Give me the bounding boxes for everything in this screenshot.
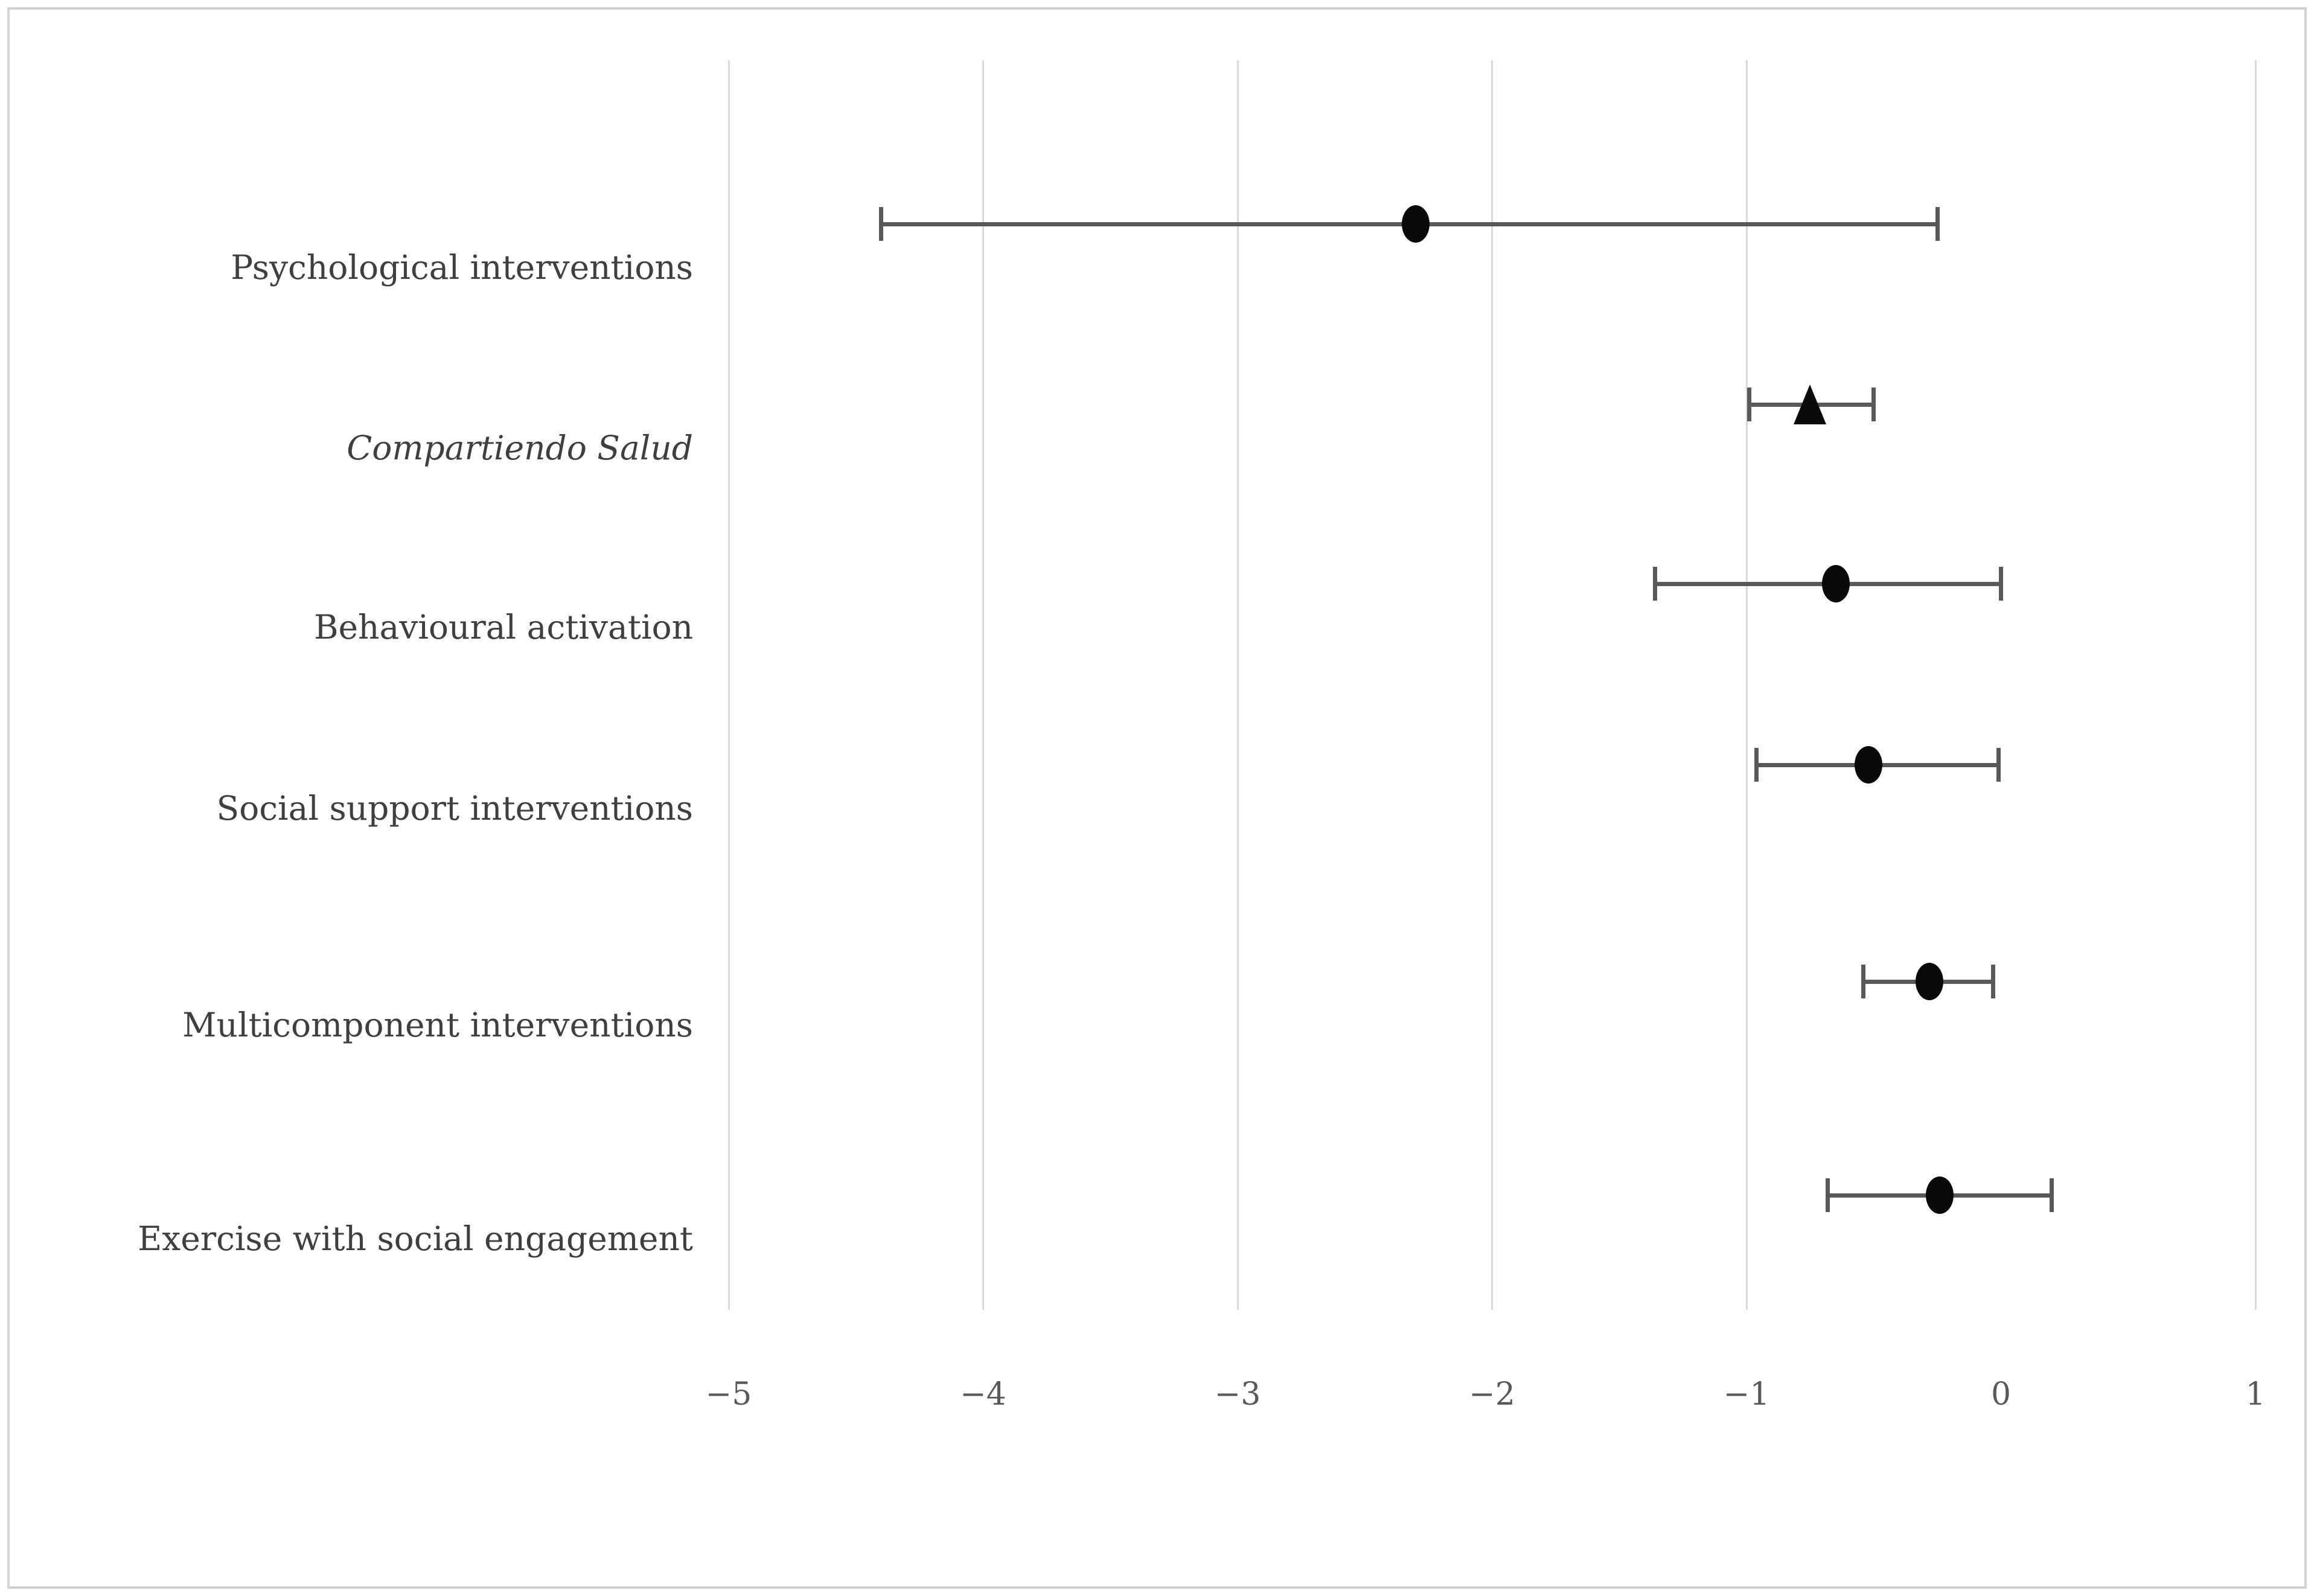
gridline [727,60,730,1310]
category-label: Compartiendo Salud [347,429,693,467]
ci-cap-upper [1871,388,1876,421]
triangle-marker [1794,385,1827,424]
category-label: Exercise with social engagement [138,1219,693,1258]
ci-cap-lower [879,207,884,241]
x-tick-label: −2 [1469,1376,1515,1412]
x-tick-label: −5 [705,1376,752,1412]
x-tick-label: −3 [1214,1376,1261,1412]
gridline [1491,60,1493,1310]
point-marker [1926,1176,1954,1214]
ci-cap-lower [1747,388,1751,421]
figure-border [7,7,2307,1589]
point-marker [1821,565,1850,602]
gridline [1236,60,1239,1310]
x-tick-label: −4 [960,1376,1006,1412]
ci-cap-lower [1652,567,1657,601]
category-label: Psychological interventions [231,248,693,287]
point-marker [1855,746,1883,784]
ci-cap-lower [1754,748,1759,782]
x-tick-label: −1 [1723,1376,1770,1412]
x-tick-label: 1 [2245,1376,2266,1412]
ci-cap-upper [1999,567,2003,601]
ci-cap-upper [2050,1178,2054,1212]
category-label: Behavioural activation [314,608,693,646]
ci-cap-lower [1826,1178,1830,1212]
category-label: Multicomponent interventions [182,1006,693,1044]
ci-cap-upper [1991,965,1996,998]
category-label: Social support interventions [216,789,693,828]
ci-cap-upper [1935,207,1940,241]
ci-cap-upper [1996,748,2001,782]
gridline [2254,60,2257,1310]
gridline [982,60,984,1310]
point-marker [1916,963,1944,1000]
point-marker [1402,205,1430,243]
ci-cap-lower [1861,965,1866,998]
x-tick-label: 0 [1990,1376,2012,1412]
gridline [1745,60,1748,1310]
